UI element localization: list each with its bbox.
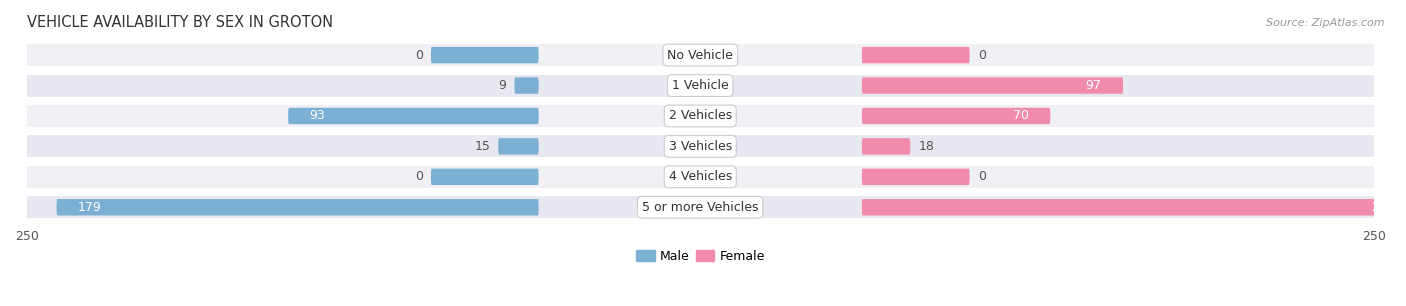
- FancyBboxPatch shape: [515, 77, 538, 94]
- FancyBboxPatch shape: [862, 77, 1123, 94]
- FancyBboxPatch shape: [27, 105, 1374, 127]
- Text: 0: 0: [415, 170, 423, 183]
- Text: 18: 18: [918, 140, 934, 153]
- Text: 70: 70: [1012, 110, 1029, 122]
- FancyBboxPatch shape: [56, 199, 538, 215]
- FancyBboxPatch shape: [862, 169, 970, 185]
- Text: No Vehicle: No Vehicle: [668, 49, 733, 62]
- FancyBboxPatch shape: [27, 75, 1374, 96]
- Text: 1 Vehicle: 1 Vehicle: [672, 79, 728, 92]
- FancyBboxPatch shape: [862, 47, 970, 63]
- Text: 2 Vehicles: 2 Vehicles: [669, 110, 733, 122]
- Text: 97: 97: [1085, 79, 1101, 92]
- FancyBboxPatch shape: [862, 108, 1050, 124]
- FancyBboxPatch shape: [498, 138, 538, 155]
- Text: 0: 0: [415, 49, 423, 62]
- Text: 0: 0: [977, 170, 986, 183]
- Text: 4 Vehicles: 4 Vehicles: [669, 170, 733, 183]
- FancyBboxPatch shape: [27, 196, 1374, 218]
- Text: 206: 206: [1371, 201, 1395, 214]
- Text: 3 Vehicles: 3 Vehicles: [669, 140, 733, 153]
- Text: 93: 93: [309, 110, 325, 122]
- Text: 9: 9: [499, 79, 506, 92]
- Text: 15: 15: [474, 140, 491, 153]
- Text: Source: ZipAtlas.com: Source: ZipAtlas.com: [1267, 18, 1385, 28]
- Text: 179: 179: [79, 201, 101, 214]
- FancyBboxPatch shape: [27, 166, 1374, 188]
- FancyBboxPatch shape: [430, 47, 538, 63]
- FancyBboxPatch shape: [862, 199, 1406, 215]
- FancyBboxPatch shape: [27, 44, 1374, 66]
- FancyBboxPatch shape: [862, 138, 910, 155]
- FancyBboxPatch shape: [288, 108, 538, 124]
- Text: VEHICLE AVAILABILITY BY SEX IN GROTON: VEHICLE AVAILABILITY BY SEX IN GROTON: [27, 15, 333, 30]
- Text: 0: 0: [977, 49, 986, 62]
- FancyBboxPatch shape: [27, 136, 1374, 157]
- Legend: Male, Female: Male, Female: [636, 250, 765, 263]
- Text: 5 or more Vehicles: 5 or more Vehicles: [643, 201, 758, 214]
- FancyBboxPatch shape: [430, 169, 538, 185]
